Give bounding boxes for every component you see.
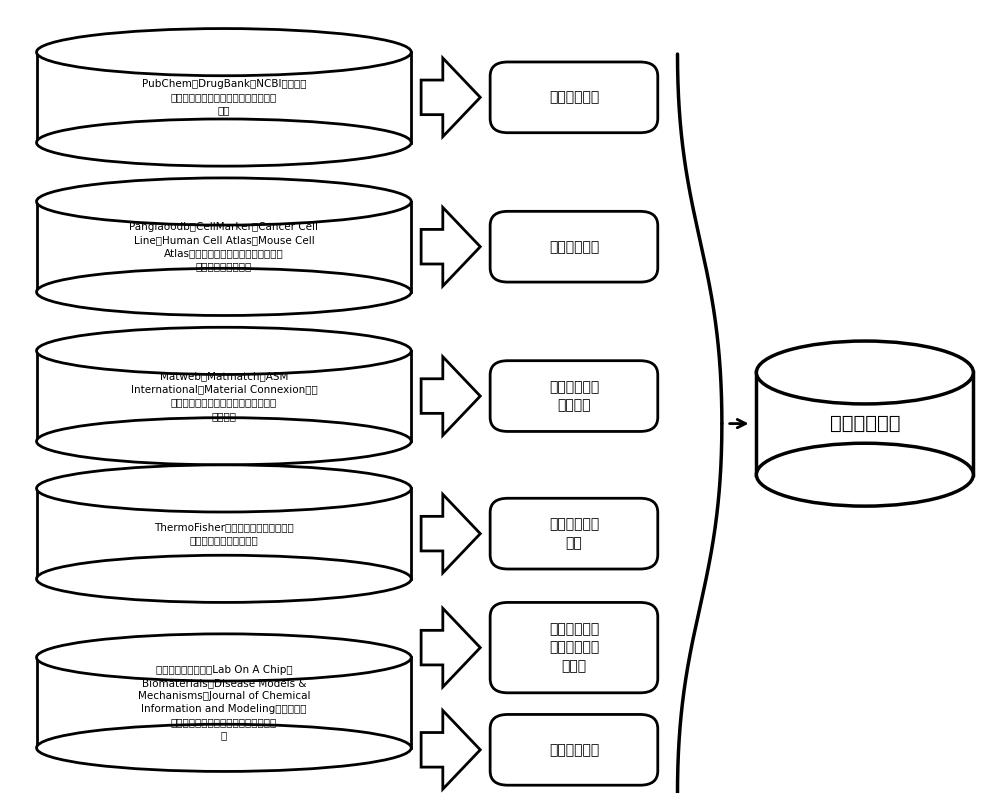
Ellipse shape: [37, 119, 411, 166]
Text: 知名期刊文章，例如Lab On A Chip、
Biomaterials、Disease Models &
Mechanisms、Journal of Chem: 知名期刊文章，例如Lab On A Chip、 Biomaterials、Dis…: [138, 665, 310, 741]
FancyBboxPatch shape: [490, 714, 658, 785]
Text: 公用信息数据: 公用信息数据: [830, 414, 900, 433]
Ellipse shape: [756, 341, 973, 404]
Ellipse shape: [37, 327, 411, 374]
Text: PubChem、DrugBank、NCBI等，以及
来自于国内外实验室及研究机构的实验
数据: PubChem、DrugBank、NCBI等，以及 来自于国内外实验室及研究机构…: [142, 79, 306, 115]
Text: 生物试剂信息
数据: 生物试剂信息 数据: [549, 518, 599, 550]
Bar: [37, 489, 411, 579]
Bar: [37, 52, 411, 142]
Polygon shape: [421, 357, 480, 435]
Ellipse shape: [37, 327, 411, 374]
Ellipse shape: [37, 465, 411, 512]
Text: Matweb、Matmatch、ASM
International、Material Connexion等，
以及来自于国内外实验室及研究机构的
实验数据: Matweb、Matmatch、ASM International、Materi…: [131, 371, 317, 421]
Polygon shape: [421, 608, 480, 687]
Polygon shape: [421, 58, 480, 137]
Ellipse shape: [37, 634, 411, 681]
Ellipse shape: [37, 724, 411, 771]
FancyBboxPatch shape: [490, 62, 658, 133]
Ellipse shape: [37, 634, 411, 681]
Bar: [37, 202, 411, 292]
FancyBboxPatch shape: [490, 498, 658, 569]
Ellipse shape: [37, 268, 411, 315]
Ellipse shape: [37, 29, 411, 76]
Text: 药物信息数据: 药物信息数据: [549, 90, 599, 104]
Ellipse shape: [37, 555, 411, 602]
Ellipse shape: [37, 29, 411, 76]
Ellipse shape: [37, 178, 411, 225]
Text: Panglaoodb、CellMarker、Cancer Cell
Line、Human Cell Atlas、Mouse Cell
Atlas等，以及来自于国: Panglaoodb、CellMarker、Cancer Cell Line、H…: [129, 222, 318, 271]
Text: 生物支架材料
信息数据: 生物支架材料 信息数据: [549, 380, 599, 412]
Text: 实验结果数据: 实验结果数据: [549, 743, 599, 757]
Text: 器官芯片型号
数据、参数配
置数据: 器官芯片型号 数据、参数配 置数据: [549, 622, 599, 673]
FancyBboxPatch shape: [490, 602, 658, 693]
Bar: [756, 373, 973, 474]
Polygon shape: [421, 710, 480, 789]
Ellipse shape: [756, 443, 973, 506]
Polygon shape: [421, 207, 480, 286]
Text: ThermoFisher以及来自于国内外实验室
及研究机构的实验数据。: ThermoFisher以及来自于国内外实验室 及研究机构的实验数据。: [154, 522, 294, 546]
Ellipse shape: [37, 418, 411, 465]
Ellipse shape: [37, 465, 411, 512]
Ellipse shape: [756, 341, 973, 404]
FancyBboxPatch shape: [490, 361, 658, 431]
Bar: [37, 351, 411, 442]
FancyBboxPatch shape: [490, 211, 658, 282]
Text: 细胞信息数据: 细胞信息数据: [549, 240, 599, 254]
Ellipse shape: [37, 178, 411, 225]
Polygon shape: [421, 494, 480, 573]
Bar: [37, 658, 411, 748]
